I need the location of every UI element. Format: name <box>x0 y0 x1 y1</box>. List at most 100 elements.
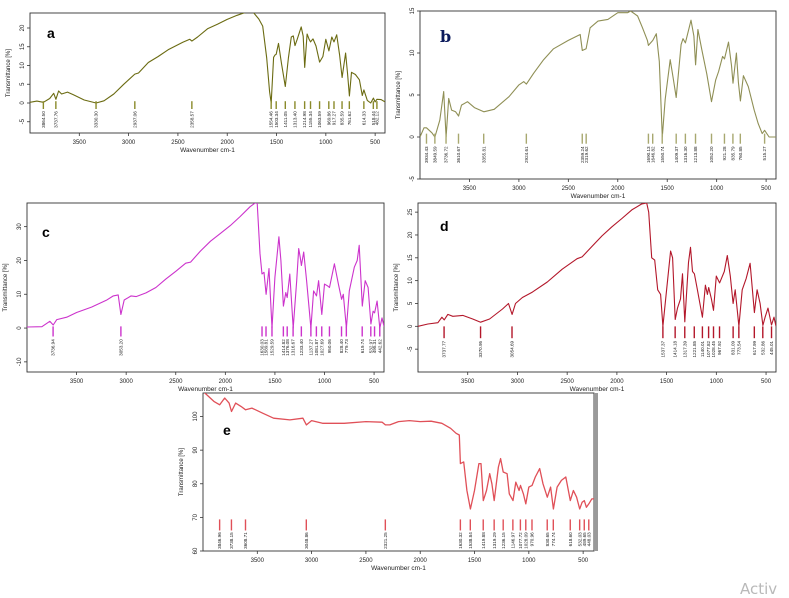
x-tick-label: 3500 <box>73 140 87 146</box>
peak-label: 1414.18 <box>673 340 678 357</box>
chart-panel-b: 3500 3000 2500 2000 1500 1000 500 -5 0 5 10 15 Waven… <box>0 0 789 200</box>
peak-label: 1316.67 <box>291 339 296 356</box>
peak-label: 532.97 <box>368 339 373 353</box>
y-tick-label: 10 <box>20 62 26 69</box>
x-tick-label: 2500 <box>171 140 185 146</box>
plot-frame <box>202 392 595 552</box>
y-tick-label: 15 <box>410 7 416 14</box>
plot-frame <box>29 12 386 134</box>
peak-label: 442.62 <box>377 339 382 353</box>
chart-panel-a: 3500 3000 2500 2000 1500 1000 500 -5 0 5 10 15 20 Wav… <box>0 0 395 200</box>
y-tick-label: 70 <box>193 513 199 520</box>
x-tick-label: 2500 <box>169 379 183 385</box>
panel-letter-a: a <box>47 25 55 41</box>
peak-label: 1146.97 <box>510 532 515 549</box>
y-tick-label: -10 <box>17 357 23 366</box>
peak-label: 618.60 <box>568 532 573 546</box>
peak-label: 515.27 <box>762 146 767 160</box>
peak-label: 3737.77 <box>442 340 447 357</box>
y-tick-label: 100 <box>193 411 199 422</box>
peak-label: 828.40 <box>339 339 344 353</box>
peak-label: 3054.69 <box>510 340 515 357</box>
peak-label: 482.12 <box>375 111 380 125</box>
peak-label: 3355.81 <box>481 146 486 163</box>
peak-label: 1028.09 <box>523 532 528 549</box>
x-tick-label: 1500 <box>468 558 482 564</box>
peak-label: 2321.25 <box>383 532 388 549</box>
peak-label: 1409.37 <box>674 146 679 163</box>
peak-label: 3736.72 <box>444 146 449 163</box>
spectrum-line-b <box>420 11 776 138</box>
peak-label: 495.31 <box>372 339 377 353</box>
peak-label: 3610.67 <box>456 146 461 163</box>
y-tick-label: -5 <box>20 118 26 124</box>
x-tick-label: 1000 <box>522 558 536 564</box>
peak-label: 761.62 <box>347 111 352 125</box>
peak-label: 1316.30 <box>683 146 688 163</box>
x-tick-label: 1500 <box>270 140 284 146</box>
x-tick-label: 2500 <box>359 558 373 564</box>
chart-panel-c: 3500 3000 2500 2000 1500 1000 500 -10 0 10 20 30 Wav… <box>0 0 395 395</box>
peak-label: 835.59 <box>340 111 345 125</box>
peak-label: 1529.59 <box>270 339 275 356</box>
windows-activation-watermark: Activ <box>740 580 778 598</box>
peak-label: 779.73 <box>344 339 349 353</box>
x-tick-label: 1500 <box>661 186 675 192</box>
x-tick-label: 3000 <box>512 186 526 192</box>
panel-letter-b: b <box>440 27 451 46</box>
x-tick-label: 2000 <box>610 379 624 385</box>
peak-label: 3736.94 <box>51 339 56 356</box>
x-tick-label: 500 <box>578 558 589 564</box>
x-tick-label: 1500 <box>268 379 282 385</box>
peak-label: 1077.72 <box>518 532 523 549</box>
x-tick-label: 1500 <box>660 379 674 385</box>
x-tick-label: 3000 <box>511 379 525 385</box>
peak-label: 1419.88 <box>481 532 486 549</box>
peak-label: 3370.95 <box>478 340 483 357</box>
peak-label: 532.03 <box>577 532 582 546</box>
x-axis-label: Wavenumber cm-1 <box>570 386 625 393</box>
peak-label: 1319.29 <box>492 532 497 549</box>
peak-label: 1630.03 <box>260 339 265 356</box>
y-tick-label: 5 <box>20 82 26 86</box>
panel-letter-c: c <box>42 224 50 240</box>
peak-label: 1646.82 <box>650 146 655 163</box>
x-tick-label: 3000 <box>119 379 133 385</box>
x-tick-label: 1000 <box>319 140 333 146</box>
peak-label: 1155.34 <box>308 111 313 128</box>
peak-label: 967.92 <box>717 340 722 354</box>
y-tick-label: 15 <box>20 43 26 50</box>
y-tick-label: 20 <box>17 256 23 263</box>
peak-label: 1052.20 <box>709 146 714 163</box>
x-tick-label: 500 <box>761 379 772 385</box>
peak-label: 2924.61 <box>524 146 529 163</box>
y-tick-label: 5 <box>408 301 414 305</box>
y-tick-label: 15 <box>408 254 414 261</box>
peak-label: 760.85 <box>738 146 743 160</box>
y-tick-label: 30 <box>17 223 23 230</box>
plot-frame <box>417 202 777 373</box>
peak-label: 2359.24 <box>580 146 585 163</box>
peak-label: 830.65 <box>545 532 550 546</box>
x-tick-label: 2000 <box>611 186 625 192</box>
x-axis-label: Wavenumber cm-1 <box>371 565 426 572</box>
plot-frame <box>26 202 385 373</box>
peak-label: 3738.15 <box>229 532 234 549</box>
y-tick-label: 0 <box>17 326 23 330</box>
peak-label: 1554.46 <box>269 111 274 128</box>
y-axis-label: Transmittance [%] <box>396 71 402 119</box>
peak-label: 1376.08 <box>285 339 290 356</box>
peak-label: 1589.81 <box>264 339 269 356</box>
peak-label: 2358.57 <box>189 111 194 128</box>
peak-label: 1538.84 <box>468 532 473 549</box>
y-tick-label: 10 <box>17 290 23 297</box>
spectrum-line-c <box>27 203 384 329</box>
x-tick-label: 3000 <box>122 140 136 146</box>
peak-label: 1233.40 <box>299 339 304 356</box>
x-tick-label: 2500 <box>560 379 574 385</box>
peak-label: 917.27 <box>332 111 337 125</box>
y-axis-label: Transmittance [%] <box>6 49 12 97</box>
